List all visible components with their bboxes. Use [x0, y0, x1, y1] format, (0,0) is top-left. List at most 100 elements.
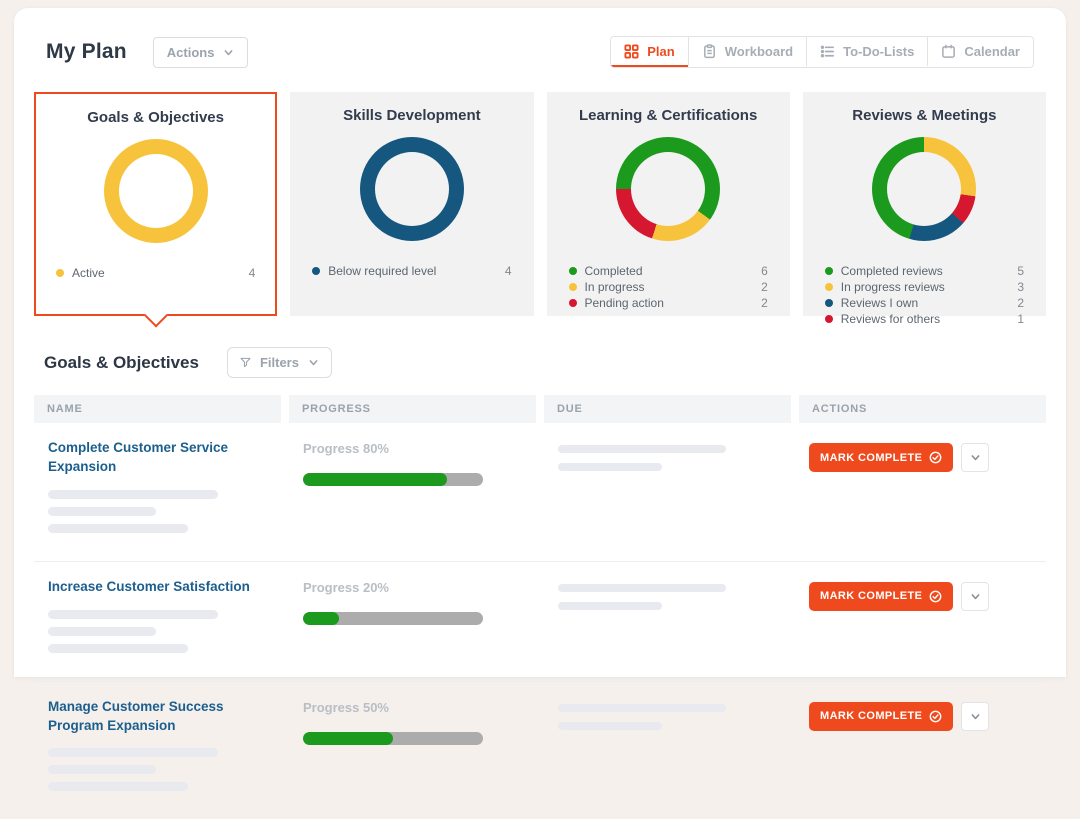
summary-cards: Goals & Objectives Active 4 Skills Devel… — [34, 92, 1046, 316]
skeleton-bar — [558, 602, 662, 610]
legend-dot — [56, 269, 64, 277]
skeleton-bar — [48, 490, 218, 499]
legend-row: In progress 2 — [569, 279, 768, 295]
table-row: Complete Customer Service Expansion Prog… — [34, 423, 1046, 562]
filters-button[interactable]: Filters — [227, 347, 332, 378]
legend-label: Pending action — [585, 295, 664, 311]
table-row: Manage Customer Success Program Expansio… — [34, 682, 1046, 819]
legend-label: Completed reviews — [841, 263, 943, 279]
skeleton-bar — [48, 765, 156, 774]
card-goals-objectives[interactable]: Goals & Objectives Active 4 — [34, 92, 277, 316]
skeleton-bar — [48, 748, 218, 757]
name-skeleton-lines — [48, 748, 281, 791]
skeleton-bar — [48, 627, 156, 636]
goals-donut-chart — [104, 139, 208, 243]
tab-plan[interactable]: Plan — [611, 37, 687, 67]
legend-dot — [825, 267, 833, 275]
skeleton-bar — [48, 782, 188, 791]
legend-row: Active 4 — [56, 265, 255, 281]
actions-cell: MARK COMPLETE — [799, 443, 1046, 541]
learning-donut-chart — [616, 137, 720, 241]
skeleton-bar — [558, 445, 726, 453]
legend-label: Active — [72, 265, 105, 281]
due-skeleton-lines — [558, 584, 791, 610]
goal-name-link[interactable]: Complete Customer Service Expansion — [48, 439, 253, 477]
mark-complete-label: MARK COMPLETE — [820, 710, 922, 722]
legend-label: In progress reviews — [841, 279, 945, 295]
progress-bar-fill — [303, 473, 447, 486]
card-skills-development[interactable]: Skills Development Below required level … — [290, 92, 533, 316]
mark-complete-button[interactable]: MARK COMPLETE — [809, 702, 953, 731]
legend-value: 6 — [761, 263, 768, 279]
view-tabs: Plan Workboard To-Do-Lists Calendar — [610, 36, 1034, 68]
calendar-icon — [941, 44, 956, 59]
due-cell — [544, 439, 791, 541]
progress-cell: Progress 20% — [289, 578, 536, 661]
selected-card-pointer — [144, 303, 168, 327]
legend-label: Below required level — [328, 263, 436, 279]
reviews-donut-chart — [872, 137, 976, 241]
legend-row: Completed reviews 5 — [825, 263, 1024, 279]
legend-label: Completed — [585, 263, 643, 279]
row-dropdown-button[interactable] — [961, 702, 989, 731]
main-panel: My Plan Actions Plan Workboard To-Do-Lis… — [14, 8, 1066, 677]
due-skeleton-lines — [558, 445, 791, 471]
card-title: Learning & Certifications — [547, 107, 790, 124]
legend-row: Reviews for others 1 — [825, 311, 1024, 327]
row-dropdown-button[interactable] — [961, 582, 989, 611]
name-cell: Manage Customer Success Program Expansio… — [34, 698, 281, 800]
check-circle-icon — [929, 590, 942, 603]
name-cell: Increase Customer Satisfaction — [34, 578, 281, 661]
name-skeleton-lines — [48, 610, 281, 653]
legend-label: Reviews for others — [841, 311, 940, 327]
tab-workboard[interactable]: Workboard — [688, 37, 806, 67]
row-dropdown-button[interactable] — [961, 443, 989, 472]
legend-row: Reviews I own 2 — [825, 295, 1024, 311]
due-skeleton-lines — [558, 704, 791, 730]
goal-name-link[interactable]: Increase Customer Satisfaction — [48, 578, 250, 597]
chevron-down-icon — [970, 711, 981, 722]
goal-name-link[interactable]: Manage Customer Success Program Expansio… — [48, 698, 253, 736]
mark-complete-button[interactable]: MARK COMPLETE — [809, 582, 953, 611]
legend-value: 2 — [761, 295, 768, 311]
filter-icon — [240, 357, 251, 368]
card-learning-certifications[interactable]: Learning & Certifications Completed 6 In… — [547, 92, 790, 316]
column-header-actions: ACTIONS — [799, 395, 1046, 423]
card-legend: Completed 6 In progress 2 Pending action… — [547, 263, 790, 311]
card-reviews-meetings[interactable]: Reviews & Meetings Completed reviews 5 I… — [803, 92, 1046, 316]
skeleton-bar — [558, 463, 662, 471]
legend-row: Pending action 2 — [569, 295, 768, 311]
tab-calendar[interactable]: Calendar — [927, 37, 1033, 67]
mark-complete-label: MARK COMPLETE — [820, 590, 922, 602]
skeleton-bar — [558, 722, 662, 730]
tab-to-do-lists[interactable]: To-Do-Lists — [806, 37, 927, 67]
legend-dot — [569, 283, 577, 291]
progress-bar — [303, 732, 483, 745]
legend-value: 3 — [1017, 279, 1024, 295]
progress-label: Progress 80% — [303, 441, 536, 456]
legend-row: Below required level 4 — [312, 263, 511, 279]
page-title: My Plan — [46, 40, 127, 64]
legend-label: In progress — [585, 279, 645, 295]
grid-icon — [624, 44, 639, 59]
check-circle-icon — [929, 451, 942, 464]
legend-row: In progress reviews 3 — [825, 279, 1024, 295]
mark-complete-button[interactable]: MARK COMPLETE — [809, 443, 953, 472]
check-circle-icon — [929, 710, 942, 723]
skills-donut-chart — [360, 137, 464, 241]
legend-value: 1 — [1017, 311, 1024, 327]
goals-section-header: Goals & Objectives Filters — [44, 347, 1046, 378]
section-title: Goals & Objectives — [44, 353, 199, 373]
column-header-progress: PROGRESS — [289, 395, 536, 423]
actions-button[interactable]: Actions — [153, 37, 249, 68]
column-header-name: NAME — [34, 395, 281, 423]
legend-value: 2 — [761, 279, 768, 295]
name-skeleton-lines — [48, 490, 281, 533]
progress-bar — [303, 473, 483, 486]
legend-dot — [569, 267, 577, 275]
actions-cell: MARK COMPLETE — [799, 702, 1046, 800]
table-header: NAME PROGRESS DUE ACTIONS — [34, 395, 1046, 423]
card-title: Reviews & Meetings — [803, 107, 1046, 124]
legend-value: 5 — [1017, 263, 1024, 279]
chevron-down-icon — [970, 591, 981, 602]
